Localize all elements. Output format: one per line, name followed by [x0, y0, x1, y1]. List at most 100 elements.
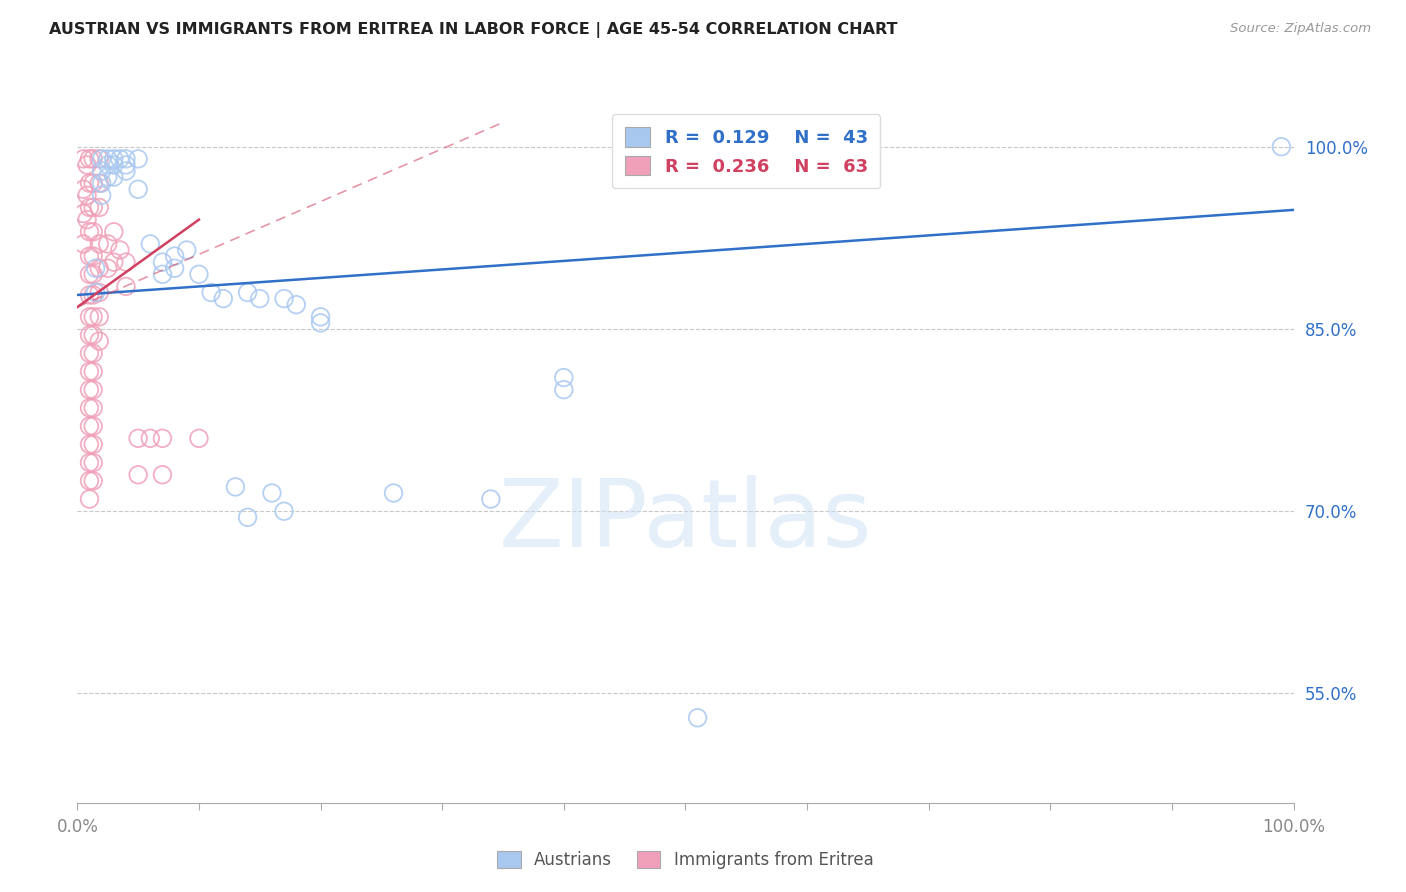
Point	[79, 364, 101, 378]
Point	[82, 249, 104, 263]
Point	[79, 249, 101, 263]
Point	[89, 176, 111, 190]
Point	[176, 243, 198, 257]
Point	[72, 152, 94, 166]
Point	[89, 334, 111, 348]
Point	[84, 285, 107, 300]
Point	[115, 152, 138, 166]
Point	[79, 383, 101, 397]
Point	[89, 261, 111, 276]
Point	[115, 164, 138, 178]
Point	[72, 236, 94, 251]
Point	[273, 504, 295, 518]
Point	[103, 152, 125, 166]
Point	[285, 298, 308, 312]
Point	[163, 261, 186, 276]
Point	[260, 486, 283, 500]
Point	[273, 292, 295, 306]
Point	[90, 164, 112, 178]
Point	[90, 152, 112, 166]
Point	[97, 152, 120, 166]
Point	[82, 268, 104, 282]
Point	[76, 212, 98, 227]
Point	[82, 419, 104, 434]
Point	[76, 158, 98, 172]
Point	[103, 255, 125, 269]
Point	[553, 370, 575, 384]
Point	[82, 328, 104, 343]
Point	[72, 206, 94, 220]
Point	[82, 201, 104, 215]
Point	[90, 176, 112, 190]
Point	[163, 249, 186, 263]
Point	[79, 176, 101, 190]
Point	[115, 158, 138, 172]
Point	[115, 255, 138, 269]
Point	[82, 152, 104, 166]
Point	[108, 152, 131, 166]
Point	[79, 201, 101, 215]
Point	[79, 419, 101, 434]
Point	[79, 225, 101, 239]
Point	[152, 431, 174, 445]
Point	[249, 292, 271, 306]
Point	[152, 268, 174, 282]
Point	[79, 346, 101, 360]
Point	[1270, 139, 1292, 153]
Point	[82, 364, 104, 378]
Point	[89, 310, 111, 324]
Point	[79, 268, 101, 282]
Point	[127, 467, 149, 482]
Point	[76, 188, 98, 202]
Point	[188, 268, 211, 282]
Point	[89, 201, 111, 215]
Point	[97, 158, 120, 172]
Point	[79, 328, 101, 343]
Point	[72, 182, 94, 196]
Point	[382, 486, 405, 500]
Point	[89, 236, 111, 251]
Point	[82, 456, 104, 470]
Point	[188, 431, 211, 445]
Point	[97, 236, 120, 251]
Point	[82, 474, 104, 488]
Point	[79, 288, 101, 302]
Point	[84, 261, 107, 276]
Point	[79, 401, 101, 415]
Point	[90, 188, 112, 202]
Point	[236, 510, 259, 524]
Point	[89, 285, 111, 300]
Point	[139, 236, 162, 251]
Point	[82, 225, 104, 239]
Point	[89, 152, 111, 166]
Point	[82, 383, 104, 397]
Point	[152, 255, 174, 269]
Point	[103, 158, 125, 172]
Point	[127, 152, 149, 166]
Point	[79, 437, 101, 451]
Point	[108, 243, 131, 257]
Point	[103, 170, 125, 185]
Point	[82, 401, 104, 415]
Point	[127, 431, 149, 445]
Point	[97, 170, 120, 185]
Point	[224, 480, 246, 494]
Point	[82, 176, 104, 190]
Point	[139, 431, 162, 445]
Point	[479, 491, 502, 506]
Point	[686, 711, 709, 725]
Point	[82, 346, 104, 360]
Text: ZIPatlas: ZIPatlas	[499, 475, 872, 567]
Point	[200, 285, 222, 300]
Point	[212, 292, 235, 306]
Point	[82, 437, 104, 451]
Point	[115, 279, 138, 293]
Point	[309, 310, 332, 324]
Point	[97, 261, 120, 276]
Point	[79, 456, 101, 470]
Point	[82, 310, 104, 324]
Point	[79, 152, 101, 166]
Point	[82, 288, 104, 302]
Point	[79, 491, 101, 506]
Point	[103, 225, 125, 239]
